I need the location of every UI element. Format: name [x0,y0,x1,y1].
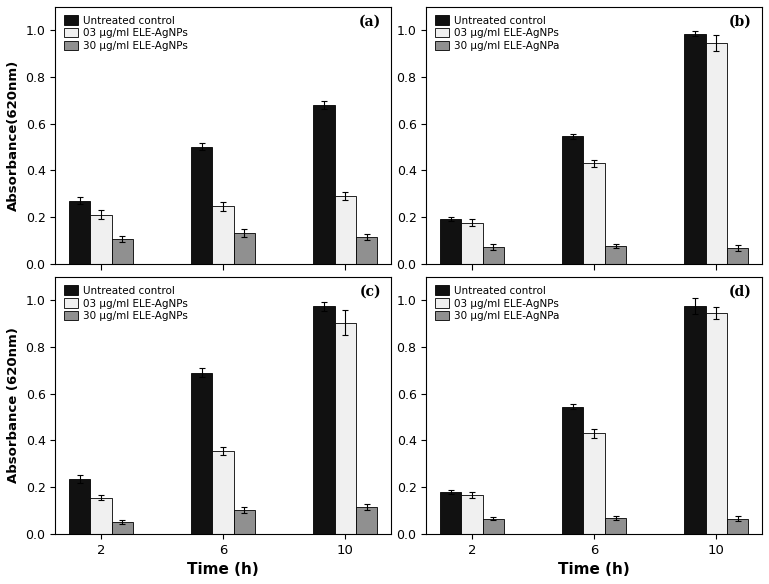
Text: (c): (c) [359,285,381,299]
Text: (a): (a) [358,15,381,29]
Bar [562,137,584,263]
Y-axis label: Absorbance (620nm): Absorbance (620nm) [7,328,20,484]
Bar [234,510,255,534]
Y-axis label: Absorbance(620nm): Absorbance(620nm) [7,60,20,211]
Bar [90,498,112,534]
Bar [684,306,706,534]
Bar [727,248,748,263]
Legend: Untreated control, 03 μg/ml ELE-AgNPs, 30 μg/ml ELE-AgNPa: Untreated control, 03 μg/ml ELE-AgNPs, 3… [431,282,563,325]
Bar [605,518,626,534]
Bar [684,34,706,263]
Bar [90,214,112,263]
Bar [562,406,584,534]
Bar [191,147,212,263]
Bar [727,519,748,534]
Bar [191,373,212,534]
Bar [356,507,378,534]
Bar [461,495,483,534]
Bar [212,451,234,534]
Legend: Untreated control, 03 μg/ml ELE-AgNPs, 30 μg/ml ELE-AgNPs: Untreated control, 03 μg/ml ELE-AgNPs, 3… [61,12,191,54]
Bar [69,479,90,534]
Bar [706,43,727,263]
Bar [483,519,504,534]
Legend: Untreated control, 03 μg/ml ELE-AgNPs, 30 μg/ml ELE-AgNPa: Untreated control, 03 μg/ml ELE-AgNPs, 3… [431,12,563,54]
Bar [335,196,356,263]
Bar [440,219,461,263]
Bar [440,492,461,534]
Bar [112,522,133,534]
Text: (b): (b) [729,15,752,29]
Legend: Untreated control, 03 μg/ml ELE-AgNPs, 30 μg/ml ELE-AgNPs: Untreated control, 03 μg/ml ELE-AgNPs, 3… [61,282,191,325]
Bar [112,239,133,263]
X-axis label: Time (h): Time (h) [558,562,630,577]
Bar [335,322,356,534]
Bar [584,433,605,534]
Bar [483,247,504,263]
Bar [584,164,605,263]
Text: (d): (d) [729,285,752,299]
Bar [69,200,90,263]
Bar [461,223,483,263]
Bar [212,206,234,263]
Bar [313,306,335,534]
Bar [313,105,335,263]
Bar [706,313,727,534]
Bar [234,233,255,263]
Bar [605,246,626,263]
Bar [356,237,378,263]
X-axis label: Time (h): Time (h) [187,562,259,577]
